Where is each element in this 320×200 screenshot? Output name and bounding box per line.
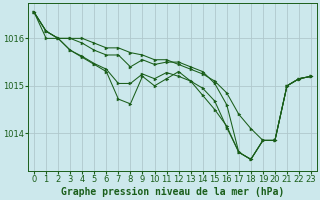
X-axis label: Graphe pression niveau de la mer (hPa): Graphe pression niveau de la mer (hPa) (61, 187, 284, 197)
